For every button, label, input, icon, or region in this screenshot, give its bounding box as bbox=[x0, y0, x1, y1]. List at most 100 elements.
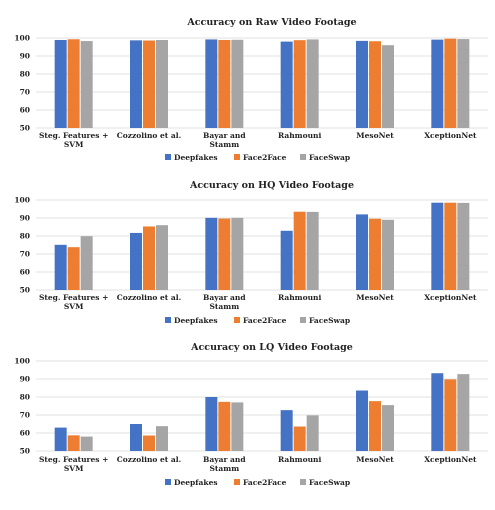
bar-faceswap-6 bbox=[457, 374, 470, 451]
bar-faceswap-4 bbox=[306, 39, 319, 128]
y-tick-label: 80 bbox=[20, 70, 30, 79]
bar-face2face-4 bbox=[293, 426, 306, 451]
legend-swatch-face2face bbox=[234, 479, 240, 485]
chart-title: Accuracy on LQ Video Footage bbox=[190, 342, 353, 353]
y-tick-label: 90 bbox=[20, 52, 30, 61]
category-label: XceptionNet bbox=[424, 293, 477, 302]
category-label: Rahmouni bbox=[278, 293, 322, 302]
chart-panel-1: Accuracy on Raw Video Footage 50 60 70 80 90 1… bbox=[14, 17, 488, 162]
legend-swatch-face2face bbox=[234, 154, 240, 160]
bar-deepfakes-4 bbox=[280, 410, 293, 451]
category-label: MesoNet bbox=[356, 455, 394, 464]
bar-faceswap-1 bbox=[80, 236, 93, 290]
legend-label-deepfakes: Deepfakes bbox=[174, 316, 218, 325]
bar-deepfakes-3 bbox=[205, 217, 218, 290]
bar-face2face-2 bbox=[143, 435, 155, 451]
y-tick-label: 100 bbox=[14, 34, 30, 43]
bar-deepfakes-5 bbox=[356, 40, 368, 128]
bar-deepfakes-6 bbox=[431, 373, 444, 451]
category-label: XceptionNet bbox=[424, 455, 477, 464]
bar-faceswap-5 bbox=[382, 219, 394, 290]
bar-faceswap-2 bbox=[156, 426, 168, 451]
legend-swatch-face2face bbox=[234, 317, 240, 323]
bar-faceswap-2 bbox=[156, 225, 168, 290]
bar-faceswap-2 bbox=[156, 39, 168, 129]
bar-face2face-6 bbox=[444, 379, 457, 451]
category-label: Cozzolino et al. bbox=[117, 131, 181, 140]
bar-faceswap-4 bbox=[306, 211, 319, 290]
category-label: Steg. Features + bbox=[39, 455, 108, 464]
bar-face2face-2 bbox=[143, 226, 155, 290]
bar-deepfakes-3 bbox=[205, 39, 218, 128]
legend-label-face2face: Face2Face bbox=[243, 316, 287, 325]
y-tick-label: 50 bbox=[20, 447, 30, 456]
bar-face2face-5 bbox=[369, 41, 381, 128]
bar-deepfakes-2 bbox=[130, 40, 142, 129]
bar-faceswap-1 bbox=[80, 436, 93, 451]
category-label: XceptionNet bbox=[424, 131, 477, 140]
bar-face2face-4 bbox=[293, 211, 306, 290]
bar-faceswap-3 bbox=[231, 402, 244, 451]
bar-deepfakes-1 bbox=[54, 427, 67, 451]
category-label: Stamm bbox=[210, 464, 240, 473]
category-label: Bayar and bbox=[203, 131, 246, 140]
bar-face2face-2 bbox=[143, 40, 155, 128]
y-tick-label: 70 bbox=[20, 250, 30, 259]
legend-swatch-faceswap bbox=[300, 154, 306, 160]
category-label: SVM bbox=[64, 302, 84, 311]
chart-title: Accuracy on Raw Video Footage bbox=[186, 17, 356, 28]
legend-label-deepfakes: Deepfakes bbox=[174, 153, 218, 162]
y-tick-label: 80 bbox=[20, 393, 30, 402]
bar-faceswap-3 bbox=[231, 39, 244, 128]
bar-face2face-1 bbox=[67, 247, 80, 290]
category-label: Rahmouni bbox=[278, 455, 322, 464]
bar-faceswap-3 bbox=[231, 217, 244, 290]
legend-label-faceswap: FaceSwap bbox=[309, 478, 350, 487]
y-tick-label: 60 bbox=[20, 429, 30, 438]
bar-face2face-5 bbox=[369, 401, 381, 451]
chart-panel-2: Accuracy on HQ Video Footage 50 60 70 80 90 10… bbox=[14, 180, 488, 325]
y-tick-label: 60 bbox=[20, 268, 30, 277]
y-tick-label: 80 bbox=[20, 232, 30, 241]
y-tick-label: 70 bbox=[20, 88, 30, 97]
legend-swatch-faceswap bbox=[300, 479, 306, 485]
legend-label-deepfakes: Deepfakes bbox=[174, 478, 218, 487]
bar-face2face-1 bbox=[67, 435, 80, 451]
bar-deepfakes-5 bbox=[356, 214, 368, 290]
category-label: Steg. Features + bbox=[39, 131, 108, 140]
bar-deepfakes-4 bbox=[280, 230, 293, 290]
bar-deepfakes-3 bbox=[205, 397, 218, 451]
category-label: Cozzolino et al. bbox=[117, 293, 181, 302]
bar-face2face-5 bbox=[369, 218, 381, 290]
bar-deepfakes-5 bbox=[356, 390, 368, 451]
category-label: Stamm bbox=[210, 302, 240, 311]
legend-label-faceswap: FaceSwap bbox=[309, 316, 350, 325]
category-label: MesoNet bbox=[356, 293, 394, 302]
legend-label-face2face: Face2Face bbox=[243, 478, 287, 487]
legend-swatch-deepfakes bbox=[165, 317, 171, 323]
bar-faceswap-6 bbox=[457, 202, 470, 290]
category-label: SVM bbox=[64, 464, 84, 473]
chart-panel-3: Accuracy on LQ Video Footage 50 60 70 80 90 10… bbox=[14, 342, 488, 487]
bar-deepfakes-4 bbox=[280, 41, 293, 128]
y-tick-label: 50 bbox=[20, 124, 30, 133]
legend-swatch-deepfakes bbox=[165, 479, 171, 485]
bar-face2face-1 bbox=[67, 39, 80, 129]
y-tick-label: 70 bbox=[20, 411, 30, 420]
bar-deepfakes-1 bbox=[54, 39, 67, 129]
bar-face2face-6 bbox=[444, 38, 457, 128]
category-label: MesoNet bbox=[356, 131, 394, 140]
bar-face2face-6 bbox=[444, 202, 457, 290]
y-tick-label: 50 bbox=[20, 286, 30, 295]
y-tick-label: 100 bbox=[14, 196, 30, 205]
chart-title: Accuracy on HQ Video Footage bbox=[189, 180, 354, 191]
bar-deepfakes-1 bbox=[54, 244, 67, 290]
bar-deepfakes-2 bbox=[130, 232, 142, 290]
y-tick-label: 100 bbox=[14, 357, 30, 366]
bar-deepfakes-2 bbox=[130, 424, 142, 451]
bar-faceswap-1 bbox=[80, 41, 93, 129]
category-label: Bayar and bbox=[203, 293, 246, 302]
y-tick-label: 90 bbox=[20, 214, 30, 223]
